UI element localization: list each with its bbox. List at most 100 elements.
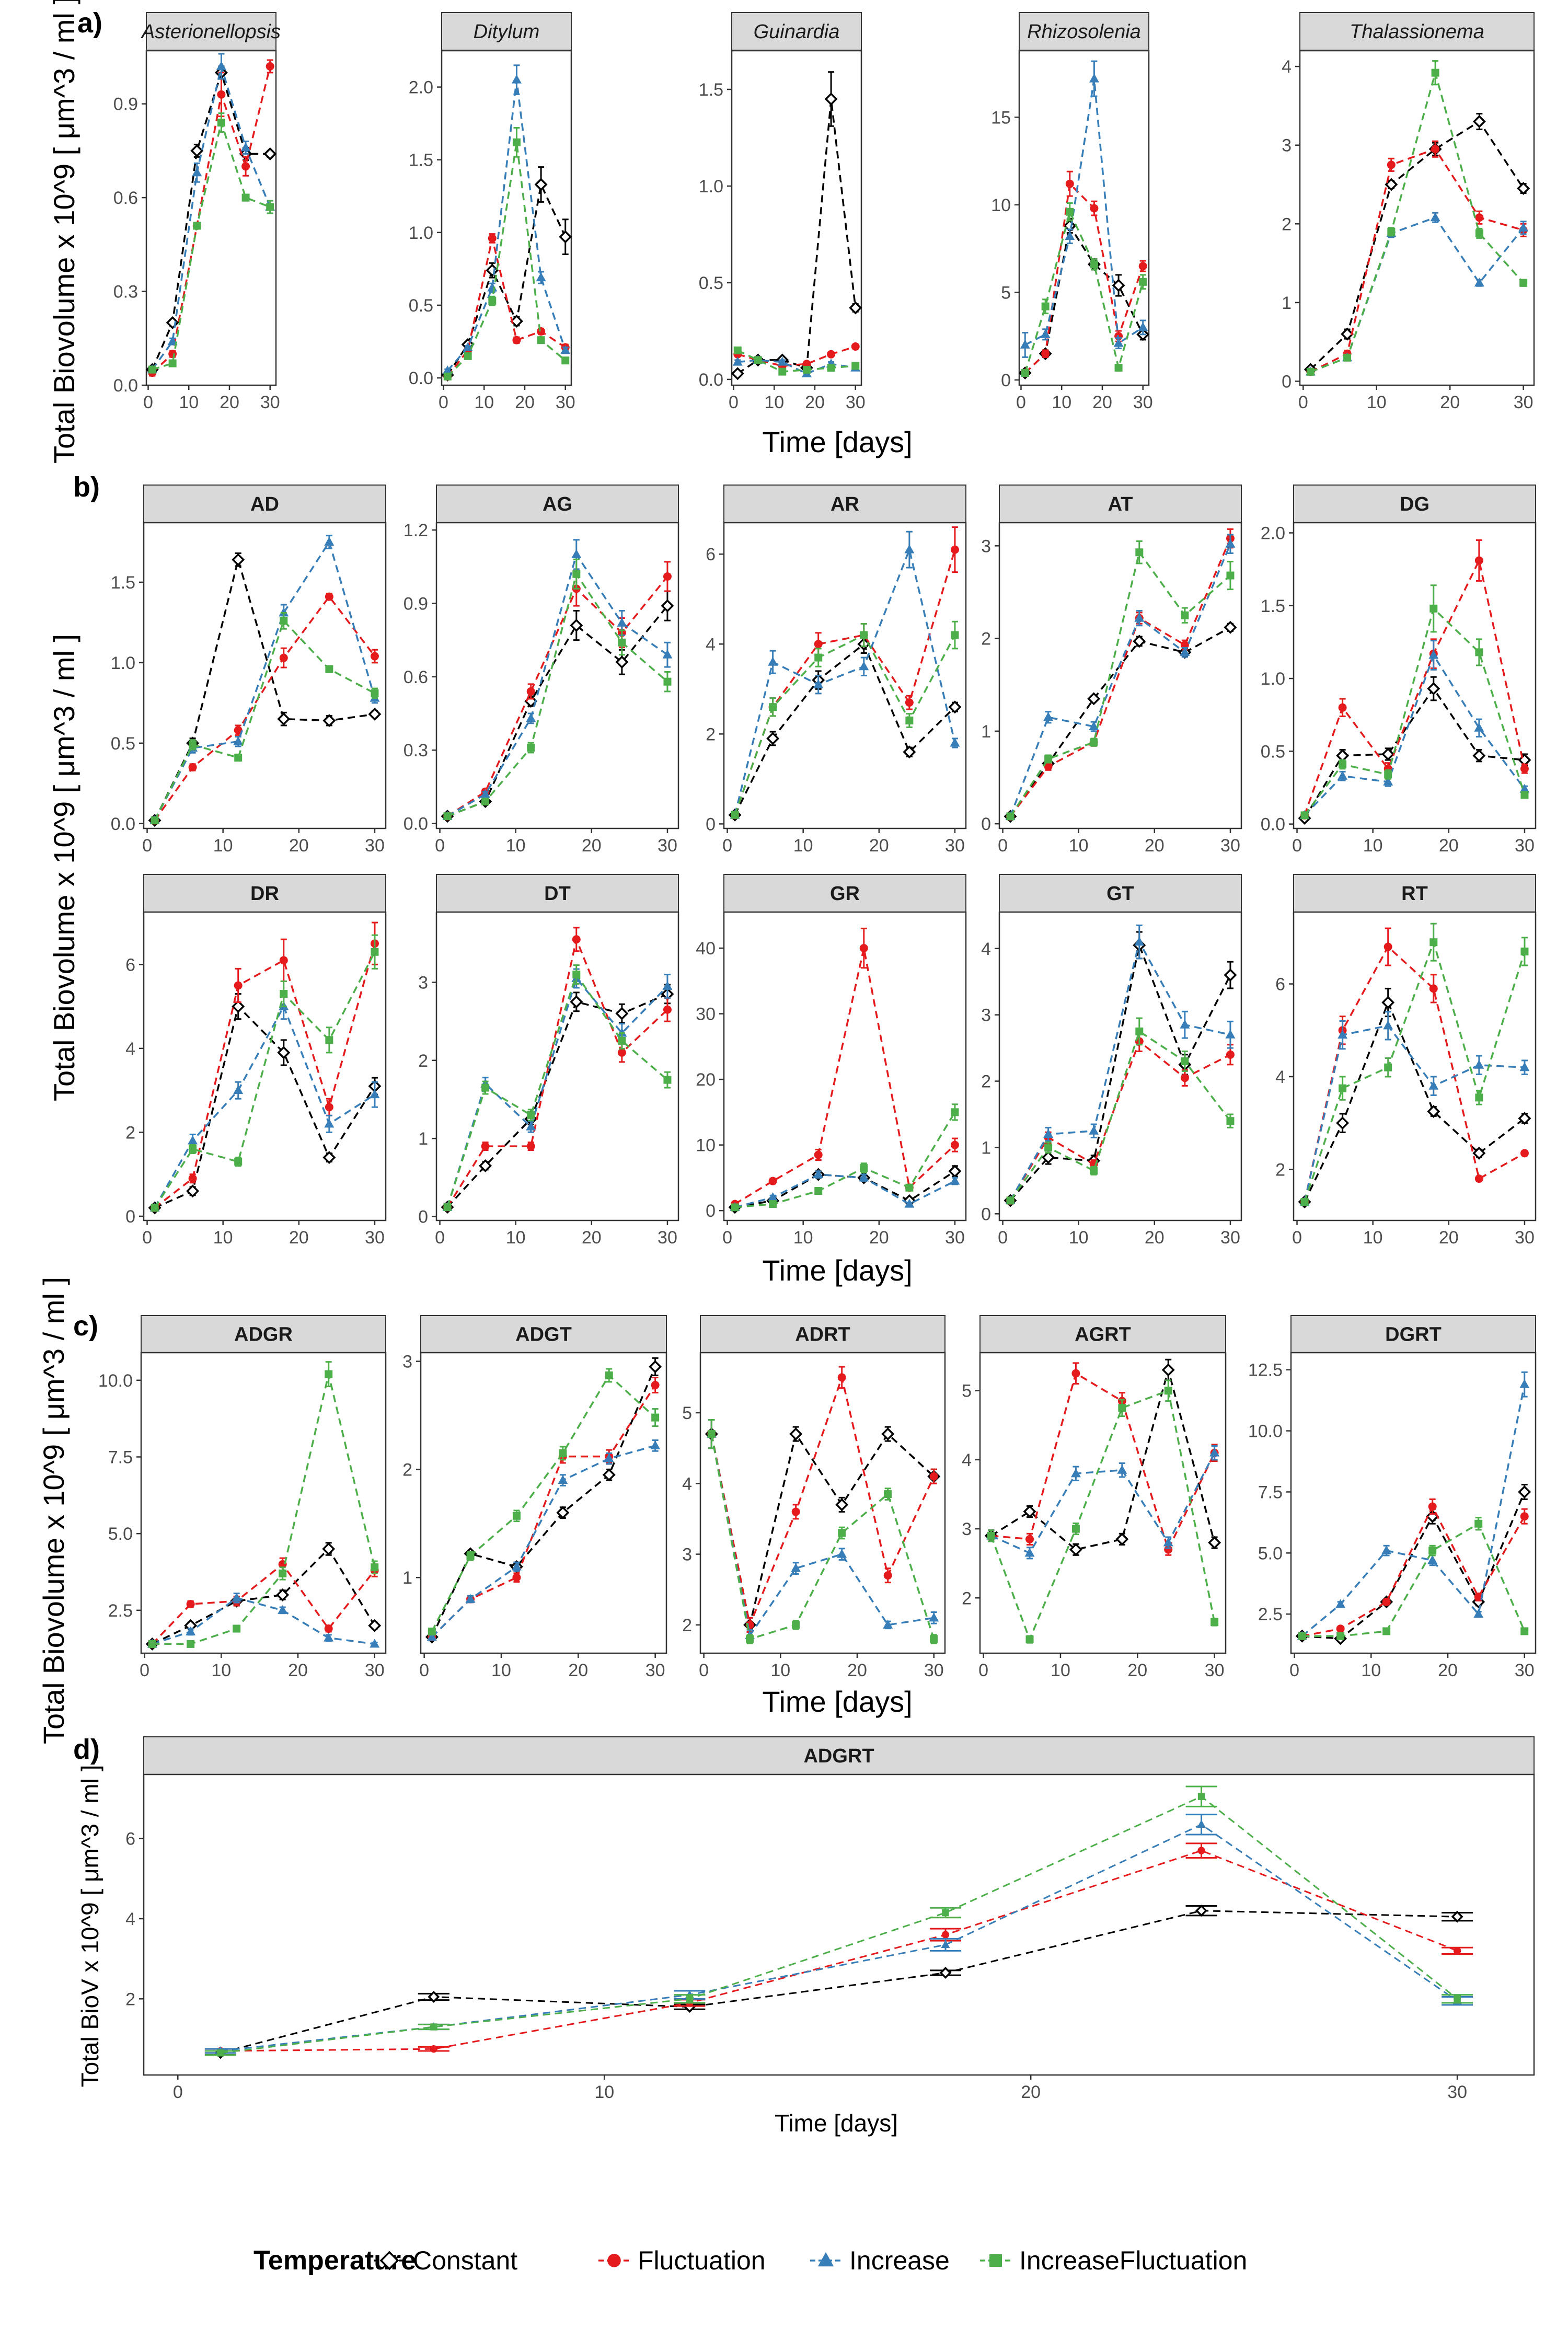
marker-increase [526,1121,536,1131]
y-tick-label: 1 [981,722,991,742]
marker-increasefluctuation [1343,353,1352,362]
marker-increase [1070,1468,1081,1478]
marker-increasefluctuation [512,1512,521,1520]
x-tick-label: 30 [945,1228,965,1248]
y-tick-label: 2.5 [1258,1605,1283,1624]
marker-increasefluctuation [1306,367,1315,376]
marker-fluctuation [1383,942,1392,951]
marker-increase [1474,722,1484,732]
marker-increasefluctuation [802,365,811,374]
marker-fluctuation [950,1140,959,1149]
marker-increase [536,272,546,282]
marker-constant [570,995,583,1009]
marker-increasefluctuation [1454,1995,1461,2003]
marker-increasefluctuation [1384,770,1392,779]
marker-increasefluctuation [663,677,672,686]
y-tick-label: 2.5 [108,1601,133,1621]
marker-increasefluctuation [792,1621,800,1629]
y-tick-label: 0.6 [403,667,428,687]
x-tick-label: 10 [793,836,813,856]
marker-increasefluctuation [430,2023,437,2031]
marker-increasefluctuation [1118,1404,1126,1412]
marker-increasefluctuation [234,754,243,762]
marker-constant [731,367,744,381]
marker-constant [534,178,548,191]
marker-increasefluctuation [1339,760,1347,768]
y-tick-label: 1.5 [699,80,723,100]
y-tick-label: 3 [682,1545,692,1565]
x-tick-label: 10 [506,836,526,856]
series-line [220,1910,1458,2054]
marker-increasefluctuation [279,1569,287,1577]
marker-fluctuation [950,545,959,554]
series-line [220,1824,1458,2052]
marker-increasefluctuation [769,1200,777,1208]
y-tick-label: 0 [706,1201,716,1221]
marker-increasefluctuation [193,222,201,230]
series-line [431,1445,656,1638]
y-tick-label: 6 [1275,975,1285,995]
series-increasefluctuation [148,1361,379,1648]
y-tick-label: 3 [1282,136,1292,156]
series-line [1009,544,1231,817]
series-line [710,1374,935,1628]
series-increasefluctuation [1300,923,1529,1206]
x-tick-label: 10 [1052,393,1071,412]
marker-fluctuation [1197,1847,1205,1854]
strip-title: AGRT [1075,1324,1131,1346]
marker-increase [1209,1447,1220,1457]
marker-increasefluctuation [1226,571,1235,580]
series-line [990,1389,1216,1642]
series-increasefluctuation [731,620,959,819]
y-tick-label: 0.0 [1261,815,1285,835]
y-tick-label: 10 [991,195,1011,215]
y-tick-label: 0.0 [409,368,433,388]
x-tick-label: 10 [491,1661,511,1680]
marker-increase [324,1119,335,1128]
marker-constant [277,712,291,726]
series-constant [705,1419,941,1633]
series-line [220,1850,1458,2052]
panel-background [1290,1352,1537,1654]
marker-increasefluctuation [1135,1027,1144,1035]
series-increasefluctuation [731,1103,959,1212]
series-increasefluctuation [151,934,379,1212]
series-increase [442,64,571,375]
marker-increasefluctuation [618,638,626,647]
marker-increasefluctuation [189,1145,197,1154]
marker-increasefluctuation [233,1624,241,1633]
marker-constant [1208,1536,1221,1549]
series-increasefluctuation [1300,584,1529,820]
marker-increase [188,1135,198,1145]
marker-increasefluctuation [663,1076,672,1084]
panel-adgrt: ADGRT 0 10 20 30 2 4 6 [125,1736,1535,2102]
series-line [1301,1504,1526,1638]
marker-increasefluctuation [428,1628,436,1636]
series-line [431,1374,656,1632]
y-tick-label: 0.3 [113,282,138,302]
x-tick-label: 30 [1205,1661,1225,1680]
marker-increase [1138,322,1148,331]
y-tick-label: 2 [418,1051,428,1071]
marker-fluctuation [1025,1535,1034,1543]
x-tick-label: 10 [594,2082,614,2102]
marker-increasefluctuation [1197,1793,1205,1800]
marker-fluctuation [1336,1624,1345,1633]
marker-increase [1381,1545,1392,1554]
marker-increasefluctuation [1474,1519,1483,1528]
marker-increasefluctuation [151,1204,159,1212]
series-line [151,69,270,370]
marker-increase [604,1453,614,1462]
x-tick-label: 30 [846,393,866,412]
series-line [1024,209,1144,374]
marker-increase [186,1626,196,1635]
series-increasefluctuation [1006,1017,1235,1205]
marker-increase [216,61,226,70]
marker-increasefluctuation [1298,1632,1306,1640]
marker-increase [1163,1537,1173,1547]
marker-fluctuation [1382,1597,1391,1606]
marker-increasefluctuation [1520,1627,1529,1635]
series-line [151,63,271,371]
